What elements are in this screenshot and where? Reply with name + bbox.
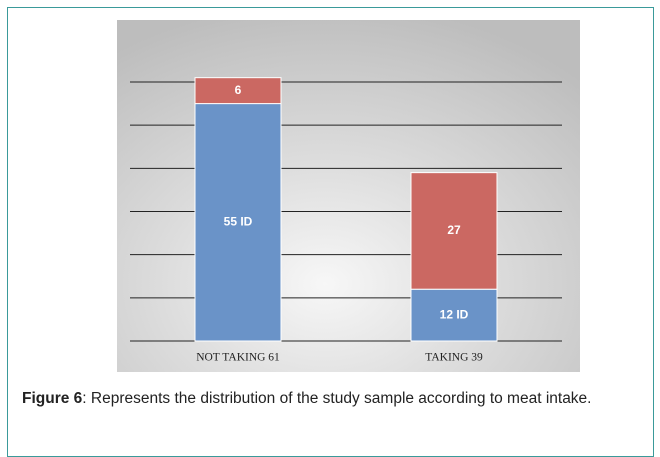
data-label: 12 ID [440, 307, 469, 321]
caption-text: : Represents the distribution of the stu… [82, 390, 592, 407]
x-tick-label: NOT TAKING 61 [196, 352, 280, 364]
x-tick-label: TAKING 39 [425, 352, 483, 364]
caption: Figure 6: Represents the distribution of… [22, 388, 647, 410]
data-label: 6 [235, 83, 242, 97]
bar-segment [410, 288, 498, 342]
bar-segment [194, 103, 282, 342]
chart-background [117, 20, 580, 372]
bar-segment [194, 77, 282, 105]
chart: 55 ID 6 NOT TAKING 61 12 ID 27 TAKING 39 [117, 20, 580, 372]
bar-segment [410, 172, 498, 290]
data-label: 27 [447, 223, 461, 237]
caption-label: Figure 6 [22, 390, 83, 407]
data-label: 55 ID [224, 214, 253, 228]
